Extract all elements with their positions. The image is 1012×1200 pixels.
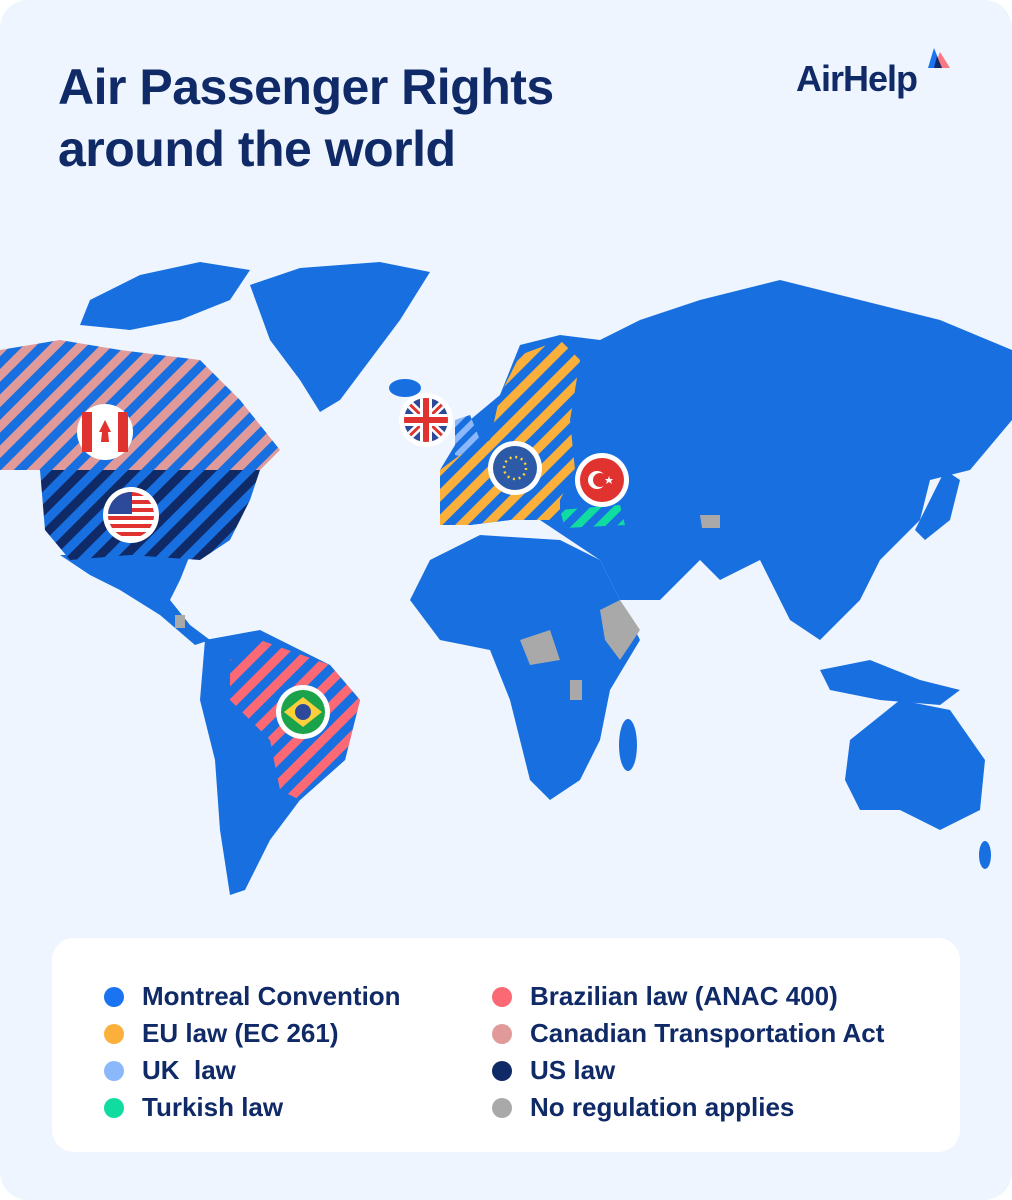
africa (410, 535, 640, 800)
new-zealand (979, 841, 991, 869)
iceland (389, 379, 421, 397)
legend-item-turkish: Turkish law (104, 1089, 401, 1126)
legend-dot (104, 1097, 124, 1118)
legend-dot (492, 1097, 512, 1118)
region-canada (0, 340, 280, 470)
eu-flag-icon (488, 441, 542, 495)
legend-label: Turkish law (142, 1092, 284, 1122)
legend-item-no-regulation: No regulation applies (492, 1089, 884, 1126)
region-turkey (560, 505, 625, 528)
legend-label: UK law (142, 1055, 236, 1085)
eurasia (440, 280, 1012, 640)
legend-item-brazilian: Brazilian law (ANAC 400) (492, 978, 884, 1015)
arctic-islands (80, 262, 250, 330)
greenland (250, 262, 430, 412)
indonesia (820, 660, 960, 705)
world-map (0, 262, 1012, 895)
legend: Montreal Convention EU law (EC 261) UK l… (52, 938, 960, 1152)
usa-flag-icon (103, 487, 159, 543)
legend-column-left: Montreal Convention EU law (EC 261) UK l… (104, 978, 401, 1126)
airhelp-logo: AirHelp (796, 48, 950, 100)
legend-item-us: US law (492, 1052, 884, 1089)
uk-flag-icon (399, 393, 453, 447)
legend-label: Brazilian law (ANAC 400) (530, 981, 838, 1011)
legend-label: Canadian Transportation Act (530, 1018, 885, 1048)
legend-dot (104, 986, 124, 1007)
legend-item-eu: EU law (EC 261) (104, 1015, 401, 1052)
no-regulation-areas (175, 515, 720, 700)
legend-label: No regulation applies (530, 1092, 795, 1122)
airhelp-triangle-logo-icon (928, 48, 950, 68)
legend-dot (492, 986, 512, 1007)
canada-flag-icon (77, 404, 133, 460)
legend-dot (104, 1060, 124, 1081)
logo-text: AirHelp (796, 58, 918, 99)
brazil-flag-icon (276, 685, 330, 739)
page-title: Air Passenger Rights around the world (58, 56, 554, 180)
madagascar (619, 719, 637, 771)
legend-item-canadian: Canadian Transportation Act (492, 1015, 884, 1052)
legend-item-uk: UK law (104, 1052, 401, 1089)
continents (60, 262, 1012, 895)
title-line-1: Air Passenger Rights (58, 59, 554, 115)
legend-column-right: Brazilian law (ANAC 400) Canadian Transp… (492, 978, 884, 1126)
japan (915, 470, 960, 540)
legend-dot (104, 1023, 124, 1044)
legend-label: EU law (EC 261) (142, 1018, 339, 1048)
region-eu (440, 340, 580, 525)
legend-dot (492, 1060, 512, 1081)
legend-label: US law (530, 1055, 616, 1085)
legend-label: Montreal Convention (142, 981, 401, 1011)
turkey-flag-icon (575, 453, 629, 507)
legend-dot (492, 1023, 512, 1044)
australia (845, 700, 985, 830)
title-line-2: around the world (58, 121, 456, 177)
legend-item-montreal: Montreal Convention (104, 978, 401, 1015)
mexico-central-america (60, 555, 210, 645)
